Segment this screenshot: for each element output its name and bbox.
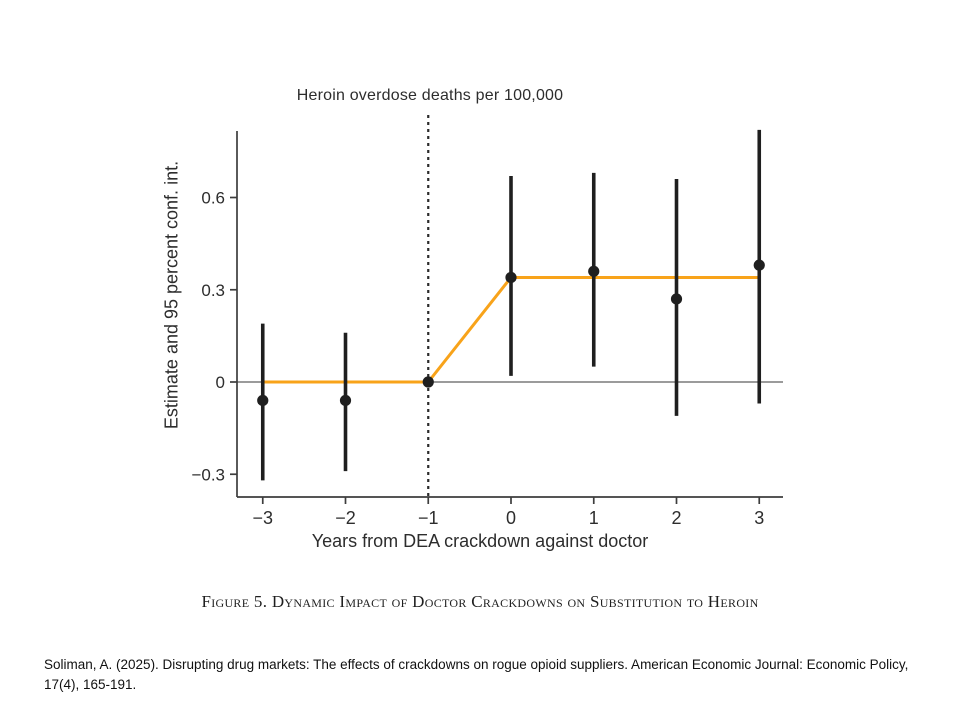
x-tick-label: 0: [506, 508, 516, 528]
estimate-point: [257, 394, 269, 407]
x-tick-label: 2: [671, 508, 681, 528]
x-tick-label: 3: [754, 508, 764, 528]
y-tick-label: 0.3: [201, 281, 225, 300]
y-tick-label: 0: [216, 373, 225, 392]
estimate-point: [339, 394, 352, 407]
estimate-point: [422, 376, 434, 388]
estimate-point: [588, 265, 600, 277]
x-tick-label: −3: [252, 508, 273, 528]
x-axis-label: Years from DEA crackdown against doctor: [311, 531, 649, 551]
figure-caption: Figure 5. Dynamic Impact of Doctor Crack…: [201, 592, 759, 611]
x-tick-label: −2: [335, 508, 356, 528]
citation-text: Soliman, A. (2025). Disrupting drug mark…: [44, 657, 909, 693]
estimate-point: [670, 293, 683, 305]
y-tick-label: 0.6: [201, 189, 225, 208]
estimate-point: [505, 271, 517, 284]
chart-title: Heroin overdose deaths per 100,000: [296, 87, 564, 104]
x-tick-label: 1: [589, 508, 599, 528]
x-tick-label: −1: [418, 508, 439, 528]
estimate-point: [753, 259, 765, 271]
y-tick-label: −0.3: [191, 465, 225, 484]
